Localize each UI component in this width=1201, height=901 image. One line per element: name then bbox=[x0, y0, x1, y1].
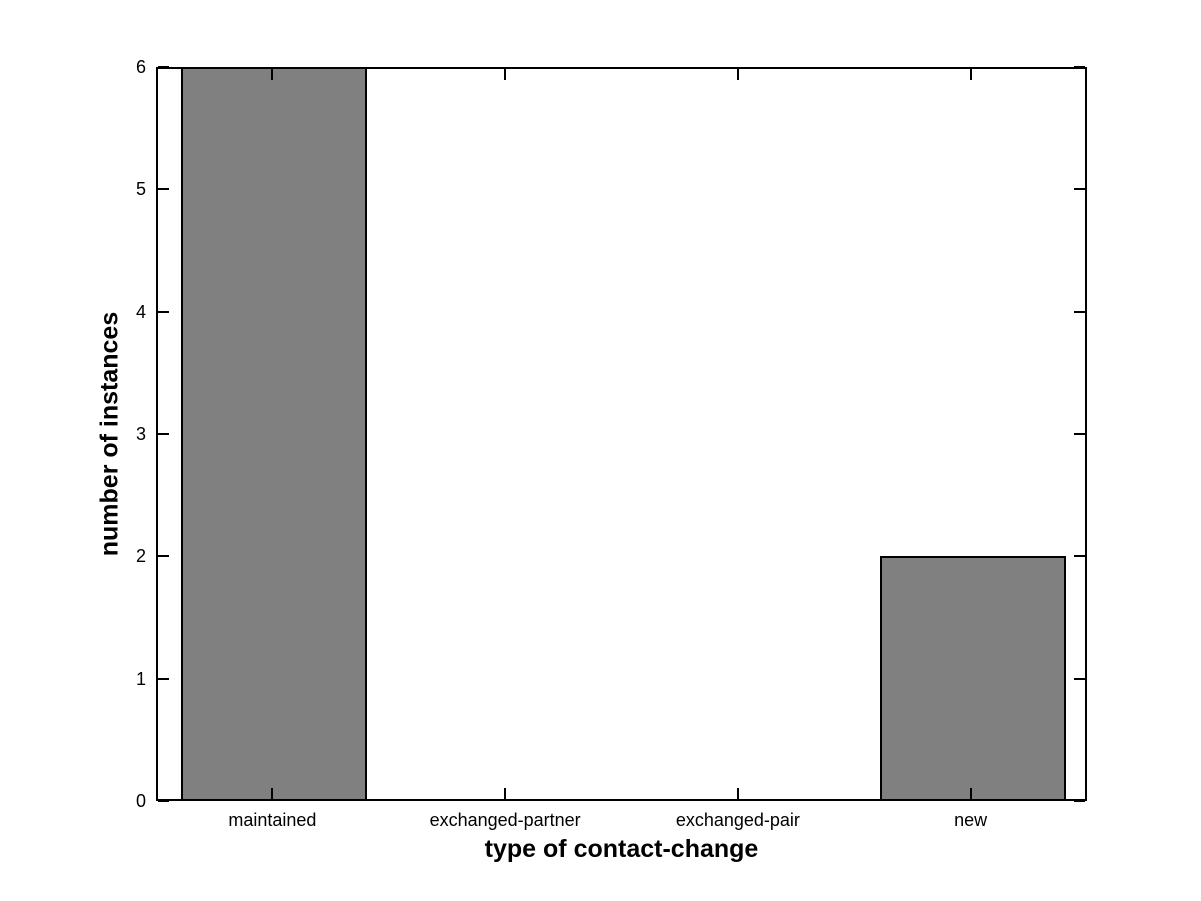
x-tick-top bbox=[271, 69, 274, 80]
x-tick-bottom bbox=[969, 788, 972, 799]
x-tick-bottom bbox=[504, 788, 507, 799]
y-tick-label: 6 bbox=[135, 57, 146, 77]
y-tick-left bbox=[158, 433, 169, 435]
y-tick-label: 2 bbox=[135, 546, 146, 567]
plot-area bbox=[156, 66, 1087, 802]
y-tick-right bbox=[1074, 555, 1085, 558]
x-tick-bottom bbox=[736, 788, 739, 799]
bar-maintained bbox=[181, 67, 368, 801]
y-tick-left bbox=[158, 677, 169, 680]
y-tick-right bbox=[1074, 188, 1085, 191]
x-axis-label: type of contact-change bbox=[484, 835, 759, 863]
y-tick-right bbox=[1074, 433, 1085, 435]
x-tick-label: new bbox=[954, 810, 988, 830]
bar-new bbox=[879, 556, 1066, 801]
y-tick-left bbox=[158, 188, 169, 191]
x-tick-label: exchanged-partner bbox=[429, 810, 581, 830]
y-tick-label: 3 bbox=[135, 424, 146, 444]
y-tick-left bbox=[158, 800, 169, 802]
y-tick-right bbox=[1074, 677, 1085, 680]
x-tick-bottom bbox=[271, 788, 274, 799]
y-tick-left bbox=[158, 555, 169, 558]
y-tick-left bbox=[158, 66, 169, 68]
y-tick-right bbox=[1074, 310, 1085, 313]
y-tick-label: 4 bbox=[135, 301, 146, 322]
x-tick-top bbox=[736, 69, 739, 80]
y-tick-left bbox=[158, 310, 169, 313]
y-tick-label: 0 bbox=[135, 791, 146, 811]
x-tick-top bbox=[504, 69, 507, 80]
y-tick-right bbox=[1074, 66, 1085, 68]
x-tick-top bbox=[969, 69, 972, 80]
x-tick-label: maintained bbox=[228, 810, 317, 830]
y-tick-right bbox=[1074, 800, 1085, 802]
x-tick-label: exchanged-pair bbox=[675, 810, 800, 830]
y-tick-label: 1 bbox=[135, 668, 146, 689]
y-tick-label: 5 bbox=[135, 179, 146, 200]
